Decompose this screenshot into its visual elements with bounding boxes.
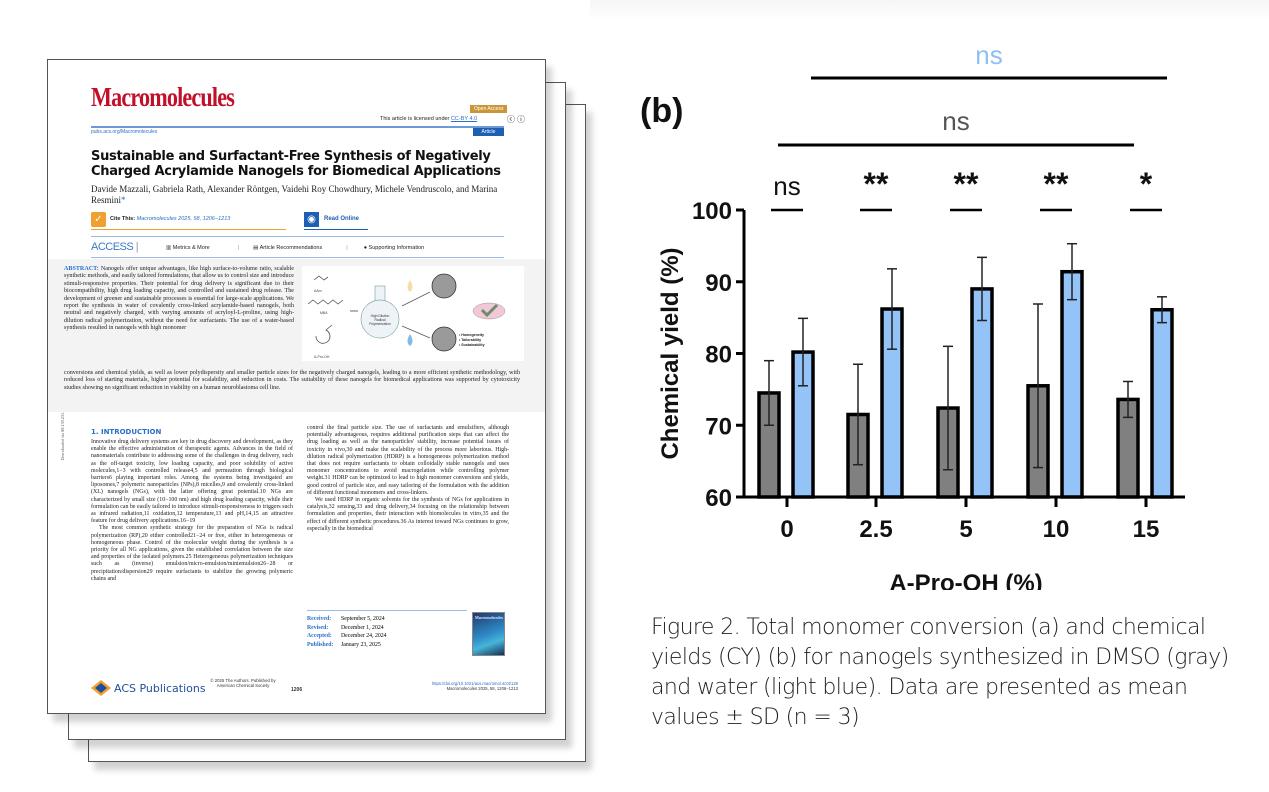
toc-bullet: • Homogeneity bbox=[459, 333, 484, 337]
bracket-dmso-label: ns bbox=[942, 106, 969, 136]
significance-label: ns bbox=[773, 171, 800, 201]
tab-supporting-info[interactable]: ● Supporting Information bbox=[363, 245, 425, 251]
journal-logo: Macromolecules bbox=[91, 82, 235, 112]
nanogel-icon bbox=[431, 273, 457, 299]
tab-recommendations[interactable]: ▤ Article Recommendations bbox=[253, 245, 323, 251]
cc-by-icon: ⓒ ⓘ bbox=[507, 115, 525, 124]
site-url[interactable]: pubs.acs.org/Macromolecules bbox=[91, 129, 158, 135]
read-online-label: Read Online bbox=[324, 216, 360, 222]
bar-water bbox=[1150, 307, 1174, 499]
footer-citation: Macromolecules 2025, 58, 1206−1213 bbox=[446, 686, 518, 691]
water-drop-icon bbox=[407, 334, 413, 346]
acs-publications-logo: ACS Publications bbox=[91, 680, 206, 696]
copyright-notice: © 2025 The Authors. Published by America… bbox=[210, 678, 276, 688]
y-axis-label: Chemical yield (%) bbox=[657, 247, 684, 459]
abstract-text-continued: conversions and chemical yields, as well… bbox=[64, 370, 520, 391]
date-revised: Revised: December 1, 2024 bbox=[307, 624, 384, 631]
page-number: 1206 bbox=[291, 687, 303, 693]
access-rule-bottom bbox=[91, 257, 504, 258]
toc-graphic-svg: AAm MBA A-Pro-OH High Dilution Radical P… bbox=[307, 273, 506, 359]
significance-label: ** bbox=[954, 166, 979, 202]
article-type-badge: Article bbox=[473, 128, 504, 136]
journal-cover-thumbnail[interactable]: Macromolecules bbox=[472, 612, 505, 656]
flask-label: High Dilution bbox=[371, 314, 390, 318]
access-rule-top bbox=[91, 236, 504, 237]
header-rule bbox=[91, 126, 504, 128]
x-tick-label: 2.5 bbox=[859, 516, 892, 543]
figure-caption: Figure 2. Total monomer conversion (a) a… bbox=[651, 615, 1229, 730]
authors-text: Davide Mazzali, Gabriela Rath, Alexander… bbox=[91, 184, 498, 205]
introduction-heading: 1. INTRODUCTION bbox=[91, 428, 162, 436]
tab-metrics[interactable]: ▥ Metrics & More bbox=[166, 245, 210, 251]
bar-chart-icon: ▥ bbox=[166, 245, 173, 251]
tab-divider: | bbox=[237, 245, 240, 251]
checkmark-icon: ✓ bbox=[91, 212, 106, 227]
check-icon bbox=[480, 303, 499, 318]
y-tick-label: 60 bbox=[705, 485, 732, 512]
significance-label: * bbox=[1140, 166, 1153, 202]
list-icon: ▤ bbox=[253, 245, 260, 251]
cite-text: Cite This: Macromolecules 2025, 58, 1206… bbox=[110, 216, 231, 222]
license-text: This article is licensed under bbox=[380, 116, 450, 122]
globe-icon: ◉ bbox=[304, 212, 319, 227]
intro-column-left: Innovative drug delivery systems are key… bbox=[91, 439, 293, 583]
y-tick-label: 100 bbox=[692, 198, 732, 225]
open-access-badge: Open Access bbox=[470, 105, 508, 113]
article-title: Sustainable and Surfactant-Free Synthesi… bbox=[91, 149, 501, 179]
svg-text:Polymerization: Polymerization bbox=[369, 322, 391, 326]
x-tick-label: 5 bbox=[959, 516, 972, 543]
date-accepted: Accepted: December 24, 2024 bbox=[307, 633, 387, 639]
acs-publications-text: ACS Publications bbox=[114, 681, 206, 695]
x-tick-label: 0 bbox=[780, 516, 793, 543]
toc-graphic: AAm MBA A-Pro-OH High Dilution Radical P… bbox=[302, 266, 524, 361]
chemical-yield-chart: (b) 60 70 80 90 100 0 ns 2.5 ** 5 ** 10 ** 15 * ns ns Ch… bbox=[640, 40, 1185, 590]
x-tick-label: 15 bbox=[1133, 516, 1160, 543]
toc-label-apro: A-Pro-OH bbox=[314, 355, 330, 359]
publication-dates: Received: September 5, 2024 Revised: Decem… bbox=[307, 615, 387, 649]
bracket-water-label: ns bbox=[975, 40, 1002, 70]
toc-bullet: • Sustainability bbox=[459, 343, 485, 347]
info-dot-icon: ● bbox=[363, 245, 369, 251]
intro-paragraph: We used HDRP in organic solvents for the… bbox=[307, 497, 509, 532]
intro-paragraph: control the final particle size. The use… bbox=[307, 425, 509, 496]
date-received: Received: September 5, 2024 bbox=[307, 616, 385, 622]
dates-rule bbox=[307, 610, 467, 611]
cite-this-button[interactable]: ✓ Cite This: Macromolecules 2025, 58, 12… bbox=[91, 212, 286, 230]
significance-label: ** bbox=[1044, 166, 1069, 202]
doi-link[interactable]: https://doi.org/10.1021/acs.macromol.4c0… bbox=[431, 681, 518, 686]
nanogel-icon bbox=[431, 326, 457, 352]
article-page: Downloaded via 88.130.231.171 on October… bbox=[47, 59, 546, 714]
x-axis-label: A-Pro-OH (%) bbox=[889, 570, 1042, 590]
svg-text:Radical: Radical bbox=[375, 318, 386, 322]
flask-icon bbox=[360, 285, 400, 339]
intro-paragraph: Innovative drug delivery systems are key… bbox=[91, 439, 293, 525]
author-list: Davide Mazzali, Gabriela Rath, Alexander… bbox=[91, 184, 511, 206]
x-tick-label: 10 bbox=[1043, 516, 1070, 543]
intro-paragraph: The most common synthetic strategy for t… bbox=[91, 525, 293, 582]
y-tick-label: 90 bbox=[705, 270, 732, 297]
toc-label-aam: AAm bbox=[314, 289, 322, 293]
access-label: ACCESS | bbox=[91, 241, 139, 253]
corresponding-author-mark: * bbox=[121, 195, 126, 205]
tab-divider: | bbox=[346, 245, 348, 251]
y-tick-label: 70 bbox=[705, 413, 732, 440]
abstract-text: ABSTRACT: Nanogels offer unique advantag… bbox=[64, 266, 294, 332]
intro-column-right: control the final particle size. The use… bbox=[307, 425, 509, 533]
dmso-drop-icon bbox=[407, 280, 413, 292]
license-link[interactable]: CC-BY 4.0 bbox=[450, 116, 478, 122]
access-tabs: ▥ Metrics & More | ▤ Article Recommendat… bbox=[166, 245, 424, 251]
significance-label: ** bbox=[864, 166, 889, 202]
toc-label-mba: MBA bbox=[320, 311, 328, 315]
panel-label: (b) bbox=[640, 92, 683, 130]
toc-bullet: • Tailorability bbox=[459, 338, 481, 342]
cover-title: Macromolecules bbox=[475, 615, 503, 620]
date-published: Published: January 23, 2025 bbox=[307, 641, 381, 648]
background-strip bbox=[590, 0, 1269, 20]
y-tick-label: 80 bbox=[705, 342, 732, 369]
read-online-button[interactable]: ◉ Read Online bbox=[304, 212, 368, 230]
license-line: This article is licensed under CC-BY 4.0 bbox=[380, 116, 477, 122]
bar-water bbox=[1060, 269, 1084, 499]
acs-hexagon-icon bbox=[91, 680, 111, 696]
doi-footer: https://doi.org/10.1021/acs.macromol.4c0… bbox=[408, 681, 518, 691]
